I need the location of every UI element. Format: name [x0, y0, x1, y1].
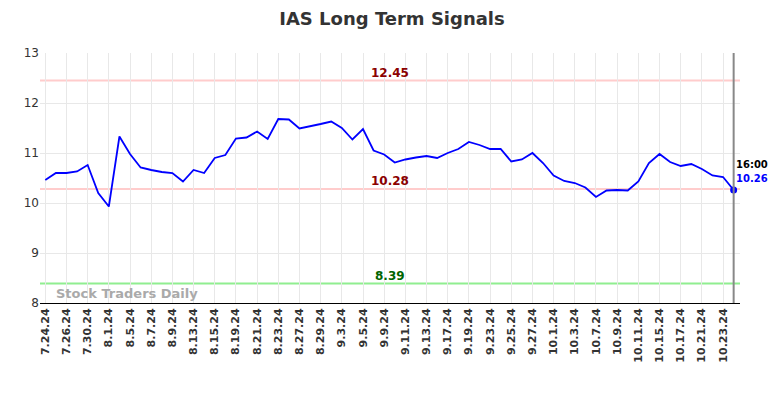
svg-text:7.26.24: 7.26.24	[60, 308, 73, 355]
svg-text:9.23.24: 9.23.24	[484, 308, 497, 355]
svg-text:9.27.24: 9.27.24	[526, 308, 539, 355]
svg-text:9.17.24: 9.17.24	[441, 308, 454, 355]
svg-text:Stock Traders Daily: Stock Traders Daily	[56, 286, 198, 301]
svg-text:8.13.24: 8.13.24	[187, 308, 200, 355]
svg-text:9.9.24: 9.9.24	[378, 308, 391, 347]
svg-text:10.21.24: 10.21.24	[695, 308, 708, 363]
svg-text:9: 9	[31, 246, 39, 260]
svg-text:10.15.24: 10.15.24	[653, 308, 666, 363]
svg-text:8.15.24: 8.15.24	[208, 308, 221, 355]
svg-text:10.9.24: 10.9.24	[611, 308, 624, 355]
svg-text:7.30.24: 7.30.24	[81, 308, 94, 355]
svg-text:8.21.24: 8.21.24	[251, 308, 264, 355]
svg-text:9.13.24: 9.13.24	[420, 308, 433, 355]
svg-text:8.23.24: 8.23.24	[272, 308, 285, 355]
svg-text:10.17.24: 10.17.24	[674, 308, 687, 363]
svg-text:10.11.24: 10.11.24	[632, 308, 645, 363]
svg-text:11: 11	[24, 146, 39, 160]
svg-text:8.29.24: 8.29.24	[314, 308, 327, 355]
svg-text:8.9.24: 8.9.24	[166, 308, 179, 347]
svg-text:7.24.24: 7.24.24	[39, 308, 52, 355]
svg-text:10: 10	[24, 196, 39, 210]
svg-text:13: 13	[24, 46, 39, 60]
svg-text:8.7.24: 8.7.24	[145, 308, 158, 347]
svg-text:9.5.24: 9.5.24	[357, 308, 370, 347]
svg-text:10.1.24: 10.1.24	[547, 308, 560, 355]
svg-text:IAS Long Term Signals: IAS Long Term Signals	[279, 8, 505, 29]
svg-text:8.39: 8.39	[375, 269, 405, 283]
svg-text:9.25.24: 9.25.24	[505, 308, 518, 355]
svg-text:8.1.24: 8.1.24	[102, 308, 115, 347]
svg-text:10.3.24: 10.3.24	[568, 308, 581, 355]
svg-text:8: 8	[31, 296, 39, 310]
svg-text:10.28: 10.28	[371, 174, 409, 188]
svg-text:10.23.24: 10.23.24	[717, 308, 730, 363]
svg-text:9.19.24: 9.19.24	[462, 308, 475, 355]
svg-text:10.26: 10.26	[736, 173, 768, 184]
svg-text:9.3.24: 9.3.24	[335, 308, 348, 347]
svg-text:8.27.24: 8.27.24	[293, 308, 306, 355]
svg-text:8.19.24: 8.19.24	[229, 308, 242, 355]
svg-text:12.45: 12.45	[371, 66, 409, 80]
svg-text:16:00: 16:00	[736, 159, 768, 170]
svg-text:8.5.24: 8.5.24	[124, 308, 137, 347]
svg-text:9.11.24: 9.11.24	[399, 308, 412, 355]
svg-text:10.7.24: 10.7.24	[590, 308, 603, 355]
svg-text:12: 12	[24, 96, 39, 110]
